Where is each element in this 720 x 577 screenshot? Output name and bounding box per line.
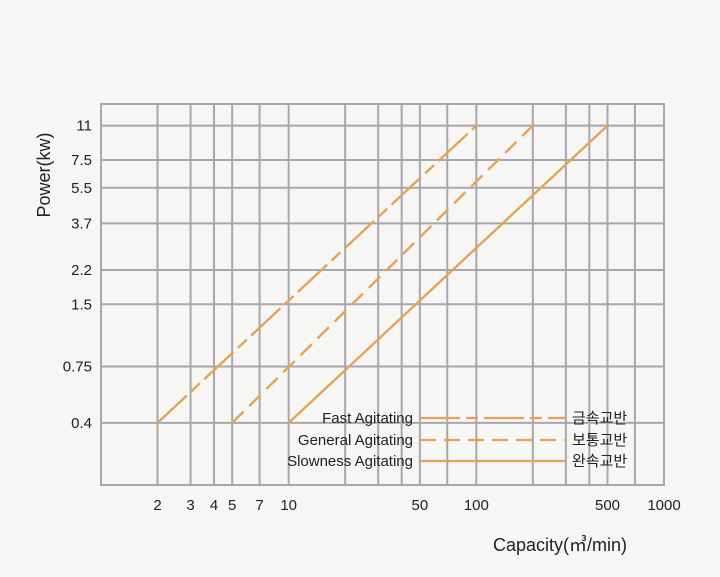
y-tick-label: 11	[76, 118, 92, 135]
x-tick-label: 4	[210, 497, 218, 514]
series-line-3	[287, 124, 609, 424]
x-axis-title: Capacity(㎥/min)	[493, 535, 627, 555]
legend-label-korean: 완속교반	[572, 453, 627, 470]
x-tick-label: 5	[228, 497, 236, 514]
y-tick-label: 2.2	[71, 262, 92, 279]
legend: Fast Agitating 금속교반 General Agitating 보통교반 S…	[287, 410, 627, 470]
legend-label-korean: 보통교반	[572, 432, 627, 449]
legend-label: General Agitating	[298, 432, 413, 449]
series-line-1	[156, 124, 478, 424]
x-tick-label: 100	[464, 497, 489, 514]
y-tick-label: 3.7	[71, 215, 92, 232]
y-tick-label: 7.5	[71, 152, 92, 169]
y-tick-labels: 0.4 0.75 1.5 2.2 3.7 5.5 7.5 11	[63, 118, 92, 432]
x-tick-label: 2	[153, 497, 161, 514]
series-line-2	[231, 124, 534, 424]
y-tick-label: 5.5	[71, 180, 92, 197]
legend-label: Fast Agitating	[322, 410, 413, 427]
y-tick-label: 1.5	[71, 296, 92, 313]
x-tick-label: 7	[255, 497, 263, 514]
x-tick-labels: 2 3 4 5 7 10 50 100 500 1000	[153, 497, 680, 514]
grid	[100, 103, 665, 486]
y-tick-label: 0.4	[71, 415, 92, 432]
plot-border	[100, 103, 665, 486]
x-tick-label: 1000	[647, 497, 680, 514]
x-tick-label: 3	[186, 497, 194, 514]
x-tick-label: 50	[411, 497, 428, 514]
y-axis-title: Power(kw)	[34, 132, 54, 217]
x-tick-label: 10	[280, 497, 297, 514]
y-tick-label: 0.75	[63, 358, 92, 375]
legend-label-korean: 금속교반	[572, 410, 627, 427]
x-tick-label: 500	[595, 497, 620, 514]
series-lines	[156, 124, 609, 424]
legend-label: Slowness Agitating	[287, 453, 413, 470]
